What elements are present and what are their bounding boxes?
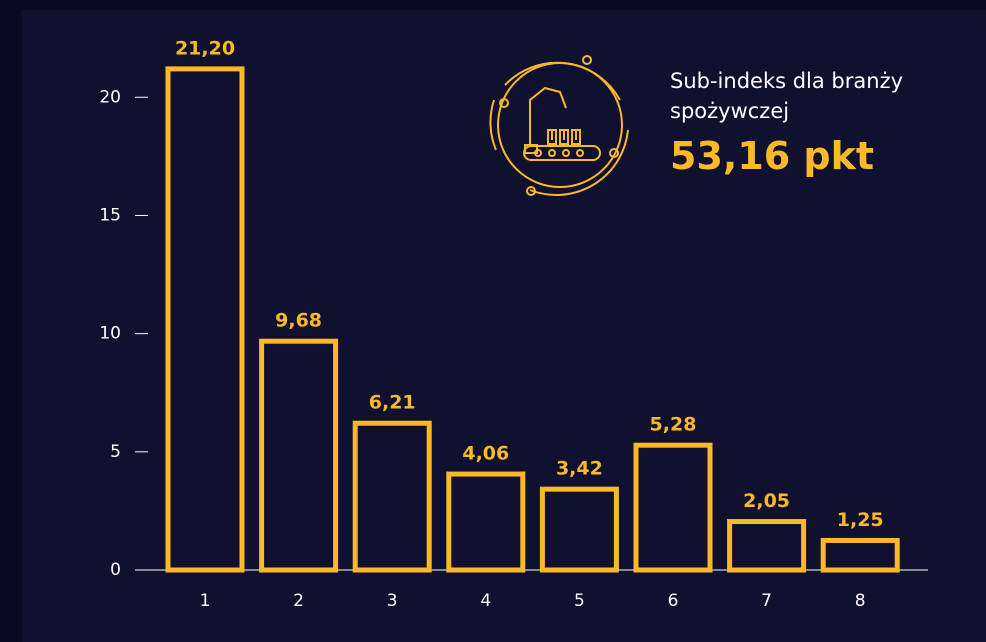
bar <box>259 338 339 573</box>
annotation-value: 53,16 pkt <box>670 134 875 178</box>
x-tick-label: 2 <box>293 591 304 611</box>
y-tick-label: 10 <box>99 324 121 344</box>
icon <box>489 55 629 196</box>
y-tick-label: 20 <box>99 87 121 107</box>
y-tick-label: 5 <box>110 442 121 462</box>
x-tick-label: 8 <box>855 591 866 611</box>
value-label: 21,20 <box>175 37 235 59</box>
y-tick-label: 0 <box>110 560 121 580</box>
x-tick-label: 7 <box>761 591 772 611</box>
value-label: 2,05 <box>743 490 790 512</box>
bar <box>820 537 900 573</box>
bar <box>727 519 807 573</box>
value-label: 9,68 <box>275 310 322 332</box>
value-label: 3,42 <box>556 458 603 480</box>
x-tick-label: 6 <box>668 591 679 611</box>
bar <box>539 486 619 573</box>
x-tick-label: 1 <box>200 591 211 611</box>
x-tick-label: 3 <box>387 591 398 611</box>
bar <box>352 420 432 573</box>
value-label: 6,21 <box>369 392 416 414</box>
value-label: 4,06 <box>462 443 509 465</box>
value-label: 1,25 <box>837 509 884 531</box>
bar <box>446 471 526 573</box>
bar <box>165 66 245 573</box>
bar <box>633 442 713 573</box>
x-tick-label: 5 <box>574 591 585 611</box>
annotation-text: Sub-indeks dla branży spożywczej <box>670 69 904 123</box>
x-tick-label: 4 <box>480 591 491 611</box>
value-label: 5,28 <box>650 414 697 436</box>
y-tick-label: 15 <box>99 205 121 225</box>
annotation: Sub-indeks dla branży spożywczej 53,16 p… <box>670 66 970 178</box>
